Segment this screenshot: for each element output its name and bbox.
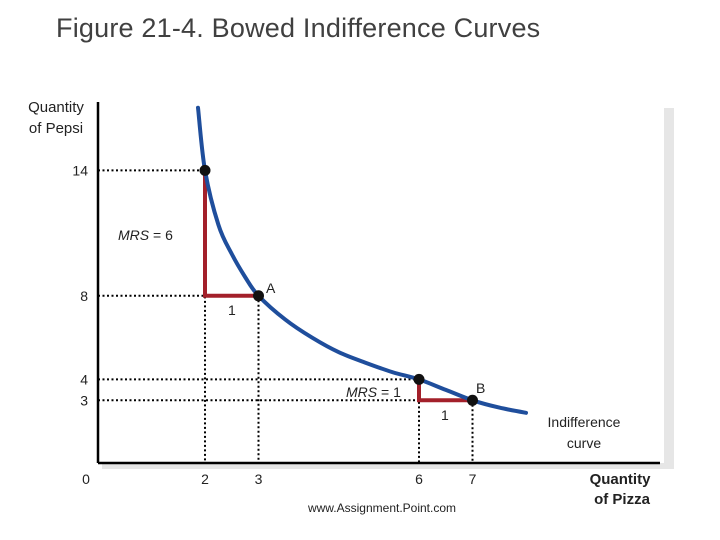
- x-tick-labels: 0 2 3 6 7: [82, 471, 477, 487]
- x-axis-label-line1: Quantity: [590, 471, 651, 488]
- mrs-a-label: MRS = 6: [118, 227, 173, 243]
- y-axis-label-line2: of Pepsi: [29, 120, 83, 137]
- x-tick-7: 7: [469, 471, 477, 487]
- y-tick-labels: 14 8 4 3: [72, 162, 88, 408]
- watermark-text: www.Assignment.Point.com: [307, 501, 456, 515]
- y-tick-8: 8: [80, 288, 88, 304]
- data-point-0: [199, 164, 211, 176]
- point-label-b: B: [476, 380, 485, 396]
- x-tick-6: 6: [415, 471, 423, 487]
- mrs-step-b: [417, 379, 473, 403]
- axes: [96, 102, 660, 465]
- run-b-label: 1: [441, 407, 449, 423]
- data-point-1: [253, 290, 264, 302]
- data-points: [199, 164, 478, 406]
- y-tick-4: 4: [80, 371, 88, 387]
- y-axis-label-line1: Quantity: [28, 99, 84, 116]
- y-tick-14: 14: [72, 162, 88, 178]
- y-tick-3: 3: [80, 392, 88, 408]
- plot-shadow: [98, 104, 674, 469]
- run-a-label: 1: [228, 302, 236, 318]
- mrs-step-a: [203, 170, 259, 298]
- plot-area: [98, 104, 664, 463]
- mrs-b-prefix: MRS: [346, 384, 378, 400]
- curve-label-line2: curve: [567, 435, 601, 451]
- mrs-b-value: = 1: [377, 384, 401, 400]
- x-tick-3: 3: [255, 471, 263, 487]
- mrs-segments: [203, 170, 473, 403]
- curve-label-line1: Indifference: [548, 414, 621, 430]
- figure-title: Figure 21-4. Bowed Indifference Curves: [56, 13, 541, 43]
- x-tick-0: 0: [82, 471, 90, 487]
- mrs-a-prefix: MRS: [118, 227, 150, 243]
- mrs-a-value: = 6: [149, 227, 173, 243]
- x-axis-label-line2: of Pizza: [594, 491, 650, 508]
- data-point-2: [413, 373, 425, 385]
- x-tick-2: 2: [201, 471, 209, 487]
- data-point-3: [467, 394, 478, 406]
- mrs-b-label: MRS = 1: [346, 384, 401, 400]
- indifference-curve-line: [196, 105, 528, 415]
- point-label-a: A: [266, 280, 276, 296]
